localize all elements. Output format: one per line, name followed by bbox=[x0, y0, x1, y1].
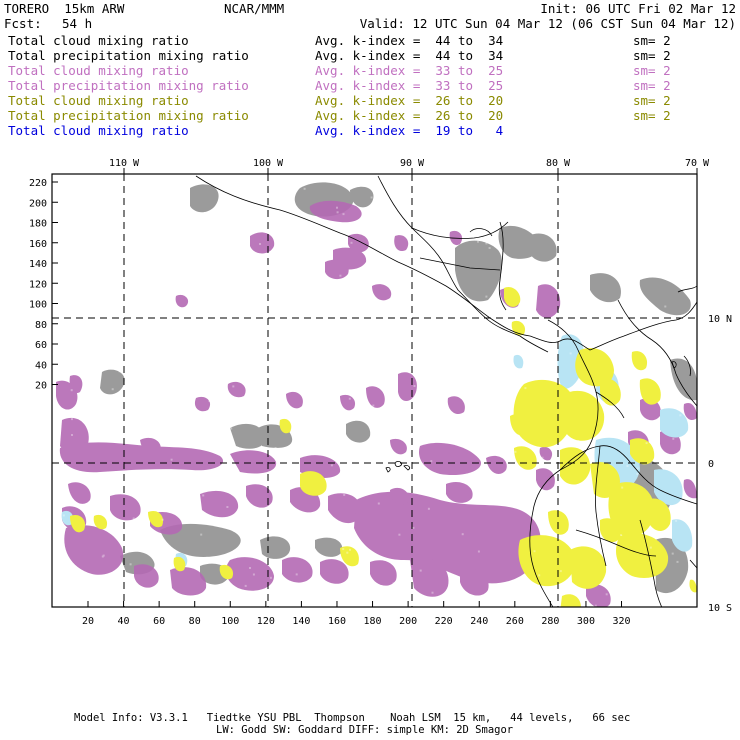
forecast-hour: 54 h bbox=[62, 16, 93, 31]
valid-time: Valid: 12 UTC Sun 04 Mar 12 (06 CST Sun … bbox=[359, 16, 736, 31]
x-tick-label: 240 bbox=[470, 616, 488, 627]
lon-label-100w: 100 W bbox=[253, 158, 284, 169]
y-tick-label: 20 bbox=[35, 381, 47, 392]
lat-label-10s: 10 S bbox=[708, 603, 732, 614]
x-tick-label: 100 bbox=[221, 616, 239, 627]
y-tick-label: 40 bbox=[35, 360, 47, 371]
x-tick-label: 160 bbox=[328, 616, 346, 627]
legend-index-3: Avg. k-index = 33 to 25 bbox=[315, 63, 504, 78]
x-tick-label: 60 bbox=[153, 616, 165, 627]
lon-label-70w: 70 W bbox=[685, 158, 710, 169]
y-tick-label: 140 bbox=[29, 259, 47, 270]
legend-smooth-5: sm= 2 bbox=[633, 93, 671, 108]
legend-index-1: Avg. k-index = 44 to 34 bbox=[315, 33, 504, 48]
x-axis-ticks: 20 40 60 80 100 120 140 160 180 200 220 240 260 280 30… bbox=[82, 601, 631, 627]
y-tick-label: 200 bbox=[29, 198, 47, 209]
legend-smooth-6: sm= 2 bbox=[633, 108, 671, 123]
legend-field-1: Total cloud mixing ratio bbox=[8, 33, 189, 48]
y-axis-ticks: 220 200 180 160 140 120 100 80 60 40 20 bbox=[29, 178, 58, 392]
forecast-label: Fcst: bbox=[4, 16, 42, 31]
model-info-line-1: Model Info: V3.3.1 Tiedtke YSU PBL Thomp… bbox=[74, 712, 631, 724]
legend-index-7: Avg. k-index = 19 to 4 bbox=[315, 123, 504, 138]
legend-smooth-3: sm= 2 bbox=[633, 63, 671, 78]
legend-index-2: Avg. k-index = 44 to 34 bbox=[315, 48, 504, 63]
lat-label-10n: 10 N bbox=[708, 314, 732, 325]
x-tick-label: 220 bbox=[435, 616, 453, 627]
x-tick-label: 180 bbox=[364, 616, 382, 627]
legend-index-6: Avg. k-index = 26 to 20 bbox=[315, 108, 504, 123]
init-time: Init: 06 UTC Fri 02 Mar 12 bbox=[540, 1, 736, 16]
lon-tick-marks bbox=[123, 168, 698, 174]
legend-index-4: Avg. k-index = 33 to 25 bbox=[315, 78, 504, 93]
legend-field-7: Total cloud mixing ratio bbox=[8, 123, 189, 138]
map-frame bbox=[51, 173, 698, 608]
x-tick-label: 20 bbox=[82, 616, 94, 627]
legend-field-6: Total precipitation mixing ratio bbox=[8, 108, 249, 123]
lat-label-0: 0 bbox=[708, 459, 714, 470]
y-tick-label: 160 bbox=[29, 239, 47, 250]
x-tick-label: 200 bbox=[399, 616, 417, 627]
y-tick-label: 180 bbox=[29, 219, 47, 230]
x-tick-label: 140 bbox=[292, 616, 310, 627]
lon-label-90w: 90 W bbox=[400, 158, 425, 169]
x-tick-label: 260 bbox=[506, 616, 524, 627]
legend-smooth-4: sm= 2 bbox=[633, 78, 671, 93]
model-name: TORERO 15km ARW bbox=[4, 1, 125, 16]
legend-smooth-2: sm= 2 bbox=[633, 48, 671, 63]
x-tick-label: 40 bbox=[118, 616, 130, 627]
y-tick-label: 120 bbox=[29, 279, 47, 290]
lon-label-80w: 80 W bbox=[546, 158, 571, 169]
y-tick-label: 80 bbox=[35, 320, 47, 331]
x-tick-label: 80 bbox=[189, 616, 201, 627]
x-tick-label: 120 bbox=[257, 616, 275, 627]
lat-lon-grid bbox=[52, 174, 697, 607]
legend-field-2: Total precipitation mixing ratio bbox=[8, 48, 249, 63]
y-tick-label: 100 bbox=[29, 300, 47, 311]
legend-field-4: Total precipitation mixing ratio bbox=[8, 78, 249, 93]
y-tick-label: 220 bbox=[29, 178, 47, 189]
legend-field-3: Total cloud mixing ratio bbox=[8, 63, 189, 78]
x-tick-label: 280 bbox=[541, 616, 559, 627]
x-tick-label: 320 bbox=[612, 616, 630, 627]
x-tick-label: 300 bbox=[577, 616, 595, 627]
legend-smooth-1: sm= 2 bbox=[633, 33, 671, 48]
cloud-field-layer bbox=[52, 174, 697, 607]
legend-field-5: Total cloud mixing ratio bbox=[8, 93, 189, 108]
legend-index-5: Avg. k-index = 26 to 20 bbox=[315, 93, 504, 108]
lon-label-110w: 110 W bbox=[109, 158, 140, 169]
y-tick-label: 60 bbox=[35, 340, 47, 351]
model-info-line-2: LW: Godd SW: Goddard DIFF: simple KM: 2D… bbox=[216, 724, 514, 736]
institution: NCAR/MMM bbox=[224, 1, 285, 16]
